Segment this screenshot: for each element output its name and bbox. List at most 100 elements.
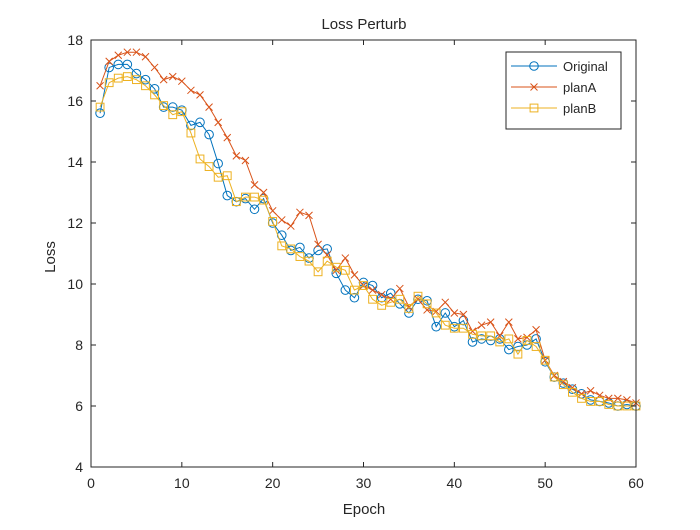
data-point-plana <box>377 290 386 299</box>
data-point-planb <box>231 197 241 207</box>
data-point-plana <box>296 208 304 217</box>
data-point-planb <box>368 294 377 304</box>
data-point-planb <box>259 195 268 205</box>
data-point-plana <box>532 325 540 334</box>
data-point-planb <box>449 323 459 333</box>
data-point-original <box>140 74 151 85</box>
data-point-planb <box>132 75 141 85</box>
data-point-plana <box>305 211 313 220</box>
y-tick-label: 16 <box>67 93 83 109</box>
data-point-planb <box>440 320 450 330</box>
data-point-plana <box>468 327 477 336</box>
data-point-planb <box>222 171 232 181</box>
axes: 0 10 20 30 40 50 60 4 6 8 10 12 14 16 18 <box>67 32 644 491</box>
data-point-original <box>322 244 332 254</box>
legend-marker-planb <box>529 103 539 113</box>
data-point-plana <box>586 386 595 395</box>
data-point-plana <box>350 270 359 279</box>
data-point-planb <box>422 299 432 309</box>
data-point-original <box>531 334 541 344</box>
data-point-plana <box>613 394 622 403</box>
data-point-planb <box>159 101 169 110</box>
data-point-planb <box>177 107 187 117</box>
x-tick-label: 60 <box>628 475 644 491</box>
y-tick-label: 6 <box>75 398 83 414</box>
data-point-plana <box>286 222 295 230</box>
data-point-planb <box>213 172 223 182</box>
x-tick-label: 50 <box>537 475 553 491</box>
data-point-planb <box>558 380 568 390</box>
data-point-planb <box>568 387 577 397</box>
y-tick-label: 12 <box>67 215 83 231</box>
data-point-plana <box>486 318 495 326</box>
data-point-planb <box>195 154 205 164</box>
data-point-planb <box>622 401 632 411</box>
y-tick-label: 18 <box>67 32 83 48</box>
data-point-planb <box>241 192 250 202</box>
data-point-planb <box>377 300 387 310</box>
data-point-planb <box>395 294 405 304</box>
data-point-planb <box>277 241 287 251</box>
data-point-plana <box>314 240 322 249</box>
data-point-original <box>440 308 451 318</box>
data-point-planb <box>613 401 623 411</box>
data-point-original <box>385 288 396 298</box>
data-point-planb <box>186 128 196 138</box>
data-point-plana <box>241 156 250 165</box>
data-point-planb <box>459 323 468 333</box>
data-point-planb <box>286 244 296 254</box>
data-point-original <box>195 117 205 128</box>
y-tick-label: 10 <box>67 276 83 292</box>
data-point-plana <box>177 77 186 86</box>
data-point-plana <box>205 103 213 111</box>
data-point-plana <box>223 133 232 142</box>
data-point-original <box>104 62 114 73</box>
x-tick-label: 0 <box>87 475 95 491</box>
data-point-plana <box>168 72 177 81</box>
x-tick-label: 40 <box>447 475 463 491</box>
data-point-plana <box>514 335 522 343</box>
legend-entry-plana: planA <box>511 80 597 95</box>
data-point-planb <box>113 73 123 83</box>
data-point-plana <box>132 48 141 57</box>
series-planb <box>95 72 641 411</box>
data-point-plana <box>459 310 468 319</box>
data-point-original <box>313 245 323 256</box>
data-point-original <box>204 129 214 140</box>
data-point-planb <box>595 397 605 406</box>
data-point-planb <box>604 400 614 409</box>
legend-marker-plana <box>530 83 538 91</box>
data-point-original <box>213 158 223 169</box>
data-point-plana <box>559 377 568 386</box>
data-point-original <box>222 190 233 201</box>
data-point-original <box>186 120 196 131</box>
data-point-planb <box>122 72 132 81</box>
data-point-planb <box>413 291 423 301</box>
data-point-planb <box>577 393 586 403</box>
data-point-plana <box>123 48 132 57</box>
data-point-planb <box>549 372 559 382</box>
data-point-planb <box>477 331 486 341</box>
data-point-original <box>167 102 178 112</box>
data-point-planb <box>350 285 359 295</box>
data-point-planb <box>331 262 341 272</box>
data-point-planb <box>513 349 523 359</box>
legend: Original planA planB <box>505 51 622 130</box>
data-point-plana <box>114 51 123 60</box>
data-point-plana <box>577 389 586 398</box>
legend-label-planb: planB <box>563 101 596 116</box>
data-point-plana <box>268 206 277 215</box>
data-point-plana <box>150 63 159 72</box>
data-point-planb <box>540 355 550 365</box>
data-point-planb <box>386 297 396 307</box>
data-point-planb <box>250 192 259 202</box>
data-point-original <box>458 315 469 326</box>
data-point-original <box>249 204 260 215</box>
legend-entry-planb: planB <box>511 101 596 116</box>
data-point-planb <box>531 342 541 351</box>
data-point-planb <box>95 102 105 112</box>
data-point-planb <box>304 256 314 266</box>
data-point-original <box>340 285 351 295</box>
data-point-planb <box>522 336 532 345</box>
